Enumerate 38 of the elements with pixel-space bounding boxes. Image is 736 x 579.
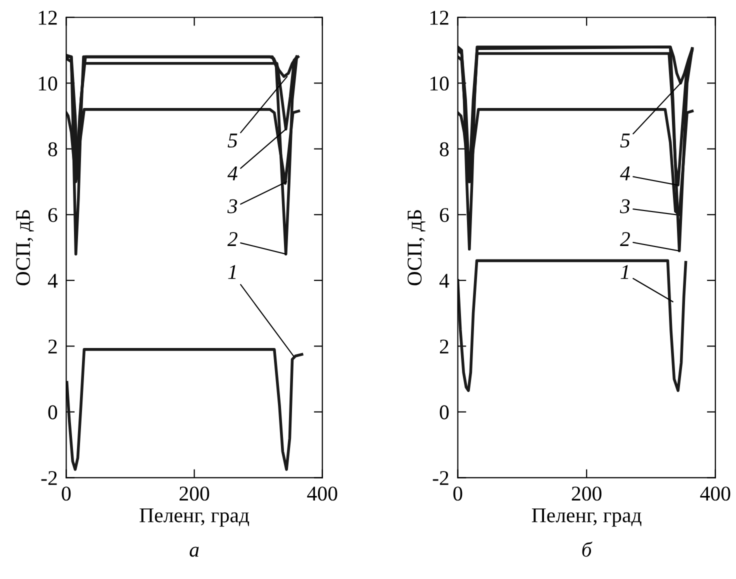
y-axis-title: ОСП, дБ: [408, 210, 426, 286]
y-tick-label: 4: [439, 274, 450, 288]
y-axis-title: ОСП, дБ: [16, 210, 34, 286]
annotation: 2: [227, 232, 238, 246]
text: б: [582, 542, 592, 557]
y-tick-label: 12: [430, 10, 448, 25]
y-tick-label: 0: [440, 405, 449, 420]
y-tick-label: 8: [48, 142, 58, 156]
y-tick-label: 10: [430, 76, 449, 91]
annotation: 1: [620, 265, 628, 279]
annotation: 3: [620, 199, 630, 214]
y-tick-label: -2: [41, 471, 57, 485]
y-tick-label: 8: [440, 142, 449, 156]
y-tick-label: -2: [432, 471, 448, 485]
y-tick-label: 6: [440, 208, 449, 222]
y-tick-label: 12: [38, 10, 57, 25]
x-axis-title: Пеленг, град: [140, 508, 250, 527]
x-tick-label: 0: [62, 486, 71, 501]
annotation: 3: [227, 199, 238, 214]
annotation: 4: [227, 166, 238, 180]
y-tick-label: 10: [38, 76, 58, 91]
annotation: 5: [620, 134, 630, 148]
x-tick-label: 400: [307, 486, 338, 501]
annotation: 1: [228, 265, 236, 279]
annotation: 2: [620, 232, 630, 246]
y-tick-label: 2: [440, 340, 448, 354]
x-tick-label: 0: [453, 486, 462, 501]
y-tick-label: 0: [48, 405, 58, 420]
y-tick-label: 4: [48, 274, 58, 288]
x-axis-title: Пеленг, град: [532, 508, 642, 527]
annotation: 5: [228, 134, 238, 148]
text: а: [190, 546, 199, 557]
y-tick-label: 6: [48, 208, 58, 222]
x-tick-label: 200: [572, 486, 602, 501]
y-tick-label: 2: [48, 340, 57, 354]
x-tick-label: 200: [180, 486, 210, 501]
annotation: 4: [620, 166, 630, 180]
x-tick-label: 400: [700, 486, 730, 501]
